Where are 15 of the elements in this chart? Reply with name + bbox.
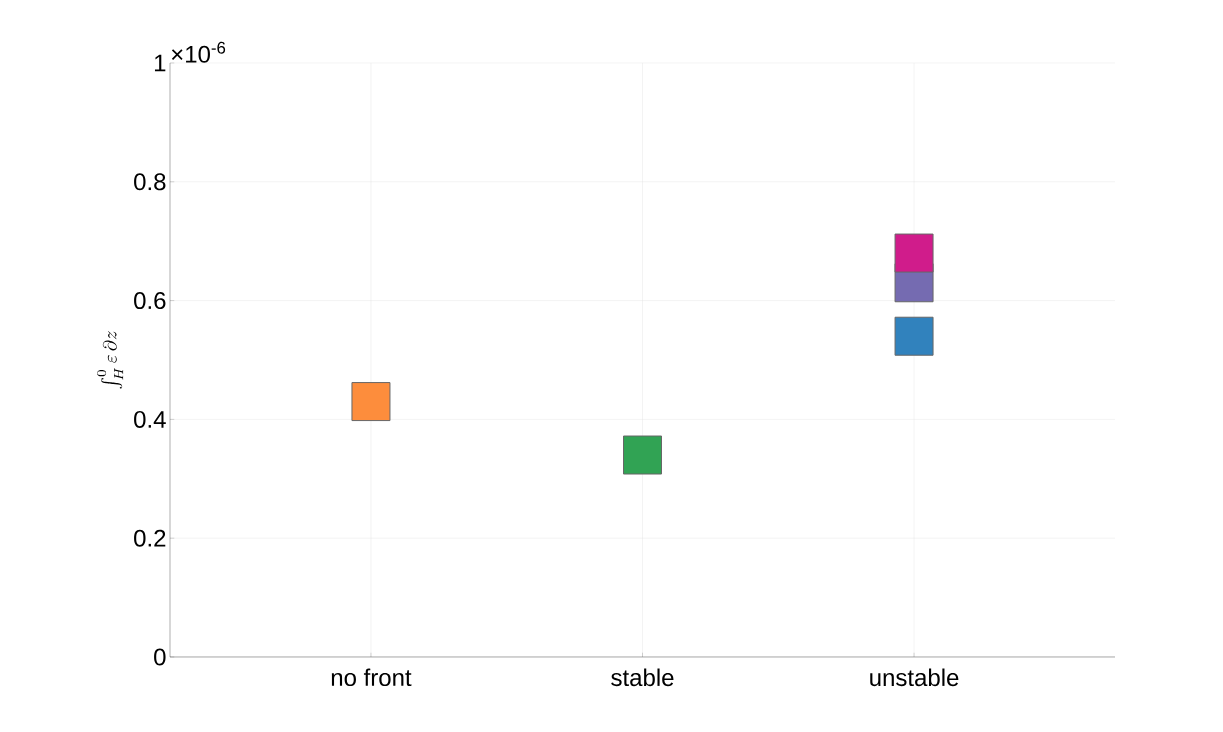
point: [623, 435, 663, 475]
point: [894, 316, 934, 356]
y-axis-title: $\int_H^0 \varepsilon\,\partial z$: [97, 331, 124, 389]
point: [351, 382, 391, 422]
y-tick-label: 0: [154, 648, 166, 666]
text: ×10$^{-6}$: [171, 41, 226, 63]
y-tick-label: 0.8: [134, 173, 166, 191]
x-tick-label: unstable: [870, 668, 959, 687]
point: [894, 233, 934, 273]
y-tick-label: 0.4: [134, 410, 166, 428]
x-tick-label: no front: [331, 668, 412, 687]
y-tick-label: 0.2: [134, 529, 166, 547]
y-tick-label: 1: [154, 54, 166, 72]
y-tick-label: 0.6: [134, 292, 166, 310]
x-tick-label: stable: [611, 668, 674, 687]
